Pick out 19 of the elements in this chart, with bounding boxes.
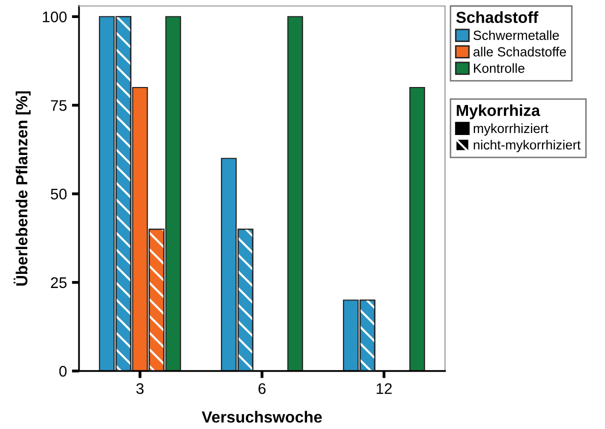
legend-label: Kontrolle: [474, 63, 524, 73]
x-axis-title: Versuchswoche: [202, 410, 322, 423]
y-tick-label: 25: [50, 277, 67, 288]
x-tick-label: 6: [258, 383, 266, 394]
y-tick-label: 100: [42, 12, 67, 22]
y-axis-title: Überlebende Pflanzen [%]: [14, 91, 31, 286]
legend-label: Schwermetalle: [474, 30, 559, 40]
bar: [409, 86, 426, 371]
text: mykorrhiziert: [474, 123, 548, 136]
y-tick-label: 50: [50, 188, 67, 200]
bar: [287, 16, 304, 371]
legend-title: Schadstoff: [456, 11, 538, 24]
text: nicht-mykorrhiziert: [474, 140, 581, 152]
text: Mykorrhiza: [456, 104, 540, 120]
x-tick-label: 12: [376, 383, 392, 394]
y-tick-label: 75: [50, 100, 67, 111]
x-tick-label: 3: [136, 383, 144, 394]
y-tick-label: 0: [59, 366, 67, 377]
legend-label: alle Schadstoffe: [473, 46, 566, 56]
